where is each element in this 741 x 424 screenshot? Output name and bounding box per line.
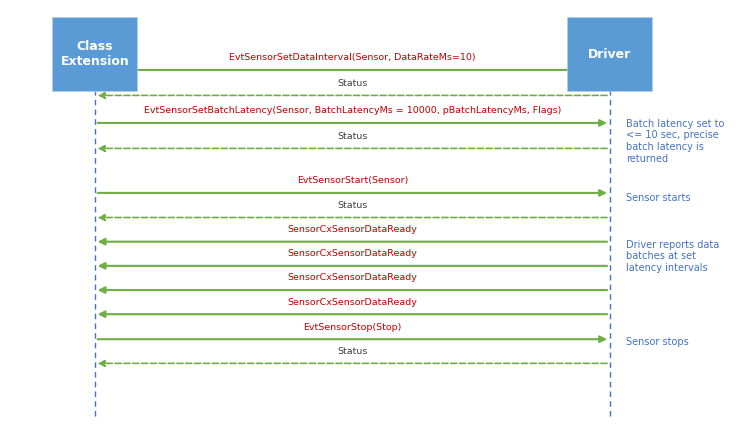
FancyBboxPatch shape bbox=[52, 17, 138, 91]
FancyBboxPatch shape bbox=[568, 17, 652, 91]
Text: Class
Extension: Class Extension bbox=[61, 40, 129, 68]
Text: SensorCxSensorDataReady: SensorCxSensorDataReady bbox=[288, 298, 417, 307]
Text: EvtSensorSetBatchLatency(Sensor, BatchLatencyMs = 10000, pBatchLatencyMs, Flags): EvtSensorSetBatchLatency(Sensor, BatchLa… bbox=[144, 106, 561, 115]
Text: Status: Status bbox=[337, 201, 368, 210]
Text: Status: Status bbox=[337, 132, 368, 141]
Text: EvtSensorSetDataInterval(Sensor, DataRateMs=10): EvtSensorSetDataInterval(Sensor, DataRat… bbox=[229, 53, 476, 62]
Text: SensorCxSensorDataReady: SensorCxSensorDataReady bbox=[288, 225, 417, 234]
Text: EvtSensorStop(Stop): EvtSensorStop(Stop) bbox=[303, 323, 402, 332]
Text: Driver: Driver bbox=[588, 47, 631, 61]
Text: SensorCxSensorDataReady: SensorCxSensorDataReady bbox=[288, 249, 417, 258]
Text: Batch latency set to
<= 10 sec, precise
batch latency is
returned: Batch latency set to <= 10 sec, precise … bbox=[626, 119, 725, 164]
Text: Sensor starts: Sensor starts bbox=[626, 193, 691, 203]
Text: SensorCxSensorDataReady: SensorCxSensorDataReady bbox=[288, 273, 417, 282]
Text: Status: Status bbox=[337, 347, 368, 356]
Text: Sensor stops: Sensor stops bbox=[626, 337, 689, 347]
Text: Driver reports data
batches at set
latency intervals: Driver reports data batches at set laten… bbox=[626, 240, 720, 273]
Text: Status: Status bbox=[337, 79, 368, 88]
Text: EvtSensorStart(Sensor): EvtSensorStart(Sensor) bbox=[296, 176, 408, 185]
